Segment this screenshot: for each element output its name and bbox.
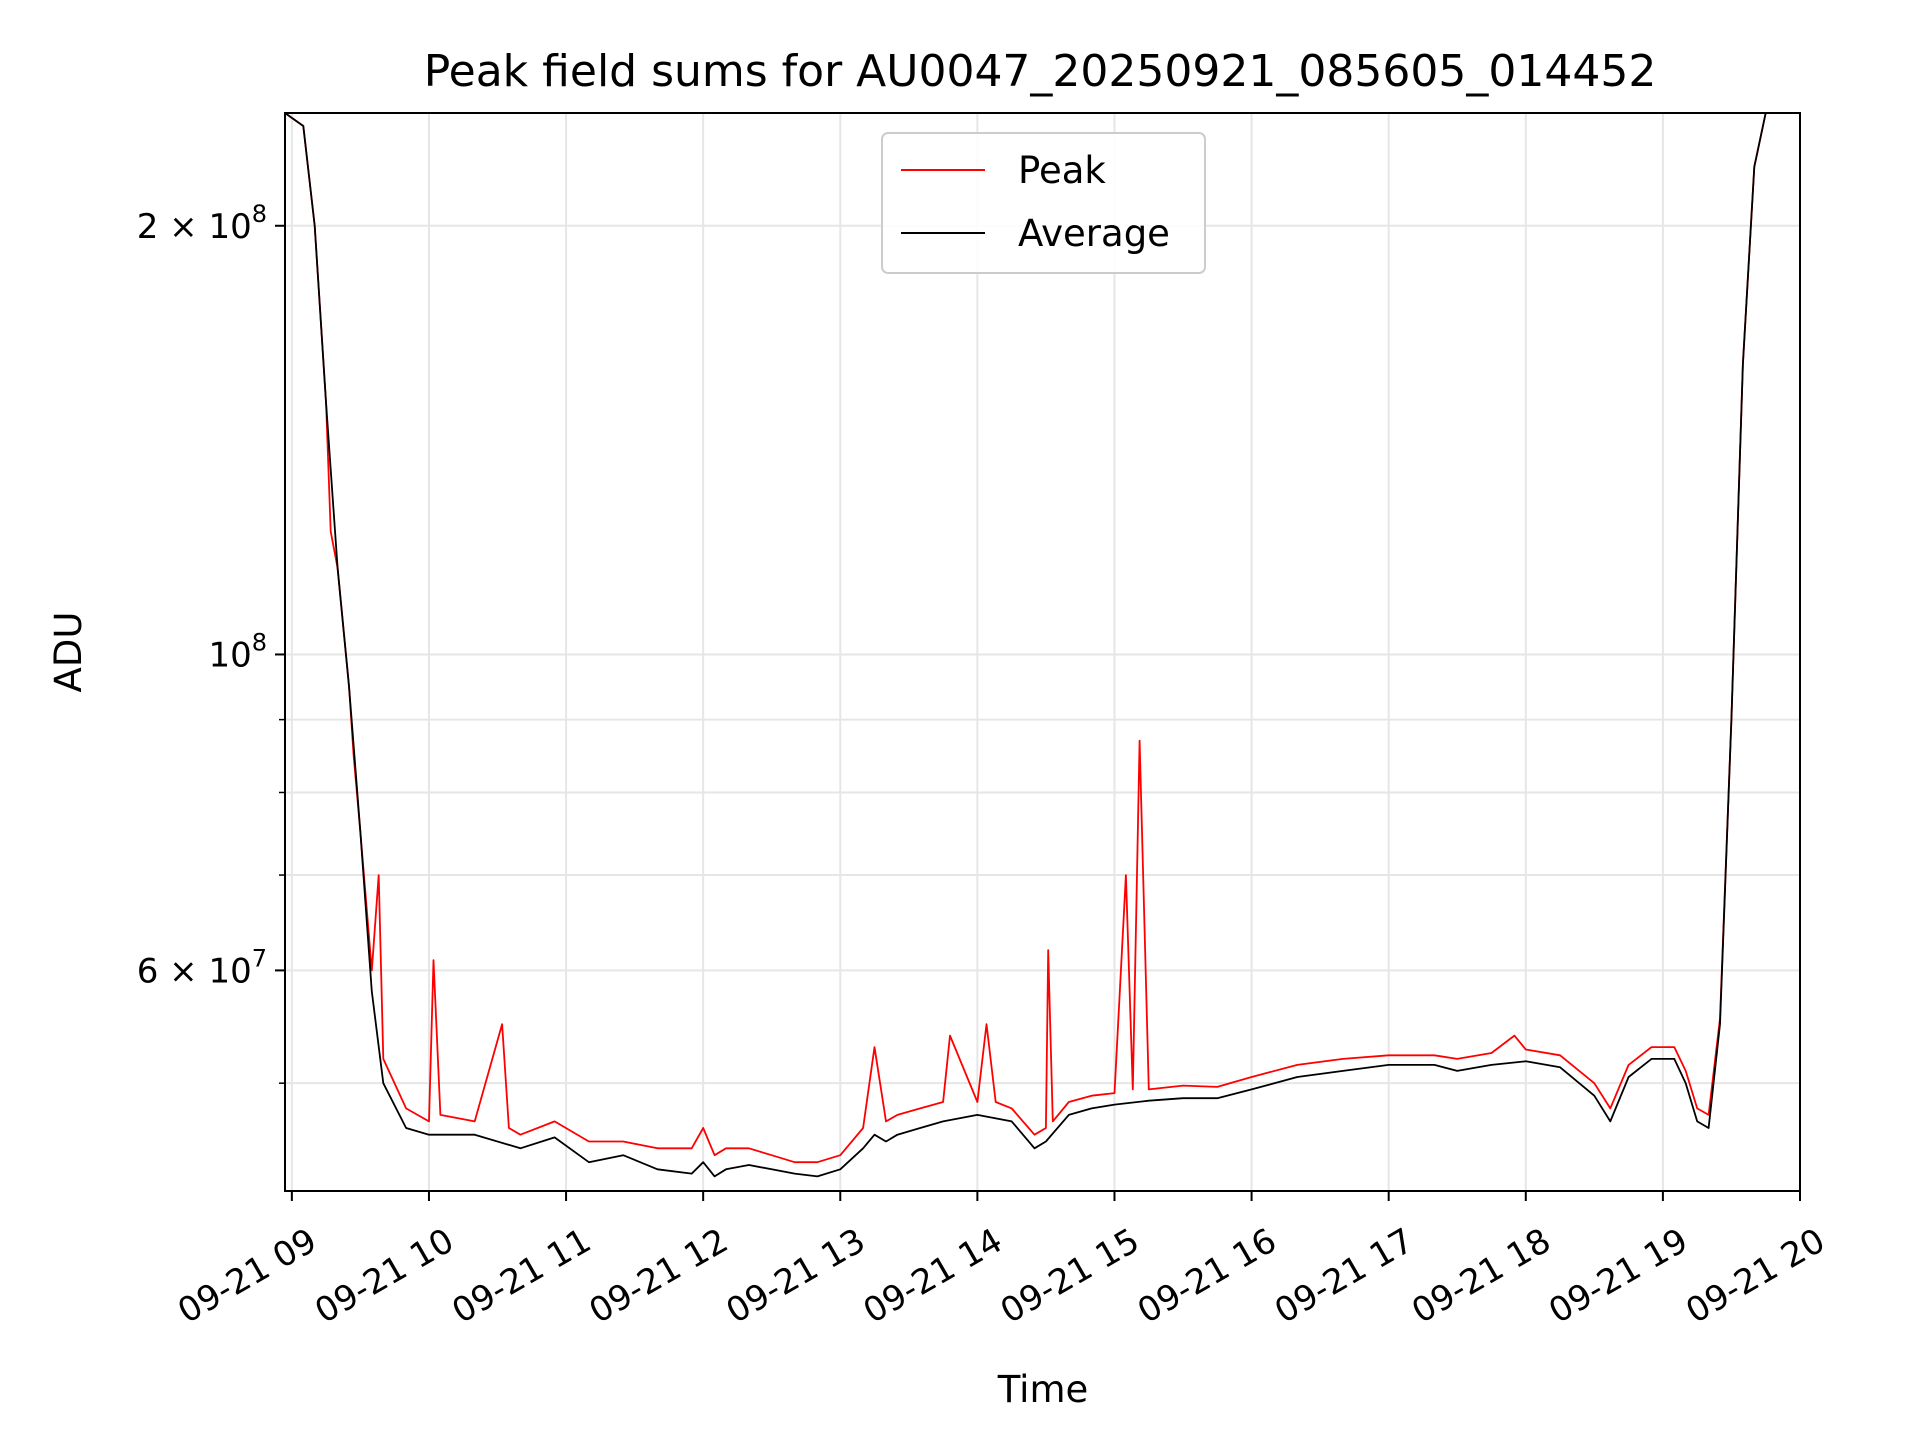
y-axis: 6 × 107 108 2 × 108 [137,200,285,1084]
plot-frame [284,112,1801,1192]
legend-label-average: Average [1018,212,1170,255]
y-tick-label: 108 [208,628,267,675]
series-line-peak [285,113,1778,1164]
series-line-average [285,113,1778,1178]
y-tick-label: 6 × 107 [137,944,267,991]
plot-area [285,113,1778,1178]
chart-title: Peak field sums for AU0047_20250921_0856… [424,46,1657,97]
x-axis-label: Time [997,1368,1089,1411]
y-tick-label: 2 × 108 [137,200,267,247]
legend: Peak Average [881,132,1206,274]
y-axis-label: ADU [47,612,90,693]
legend-box [881,132,1206,274]
legend-label-peak: Peak [1018,149,1106,192]
